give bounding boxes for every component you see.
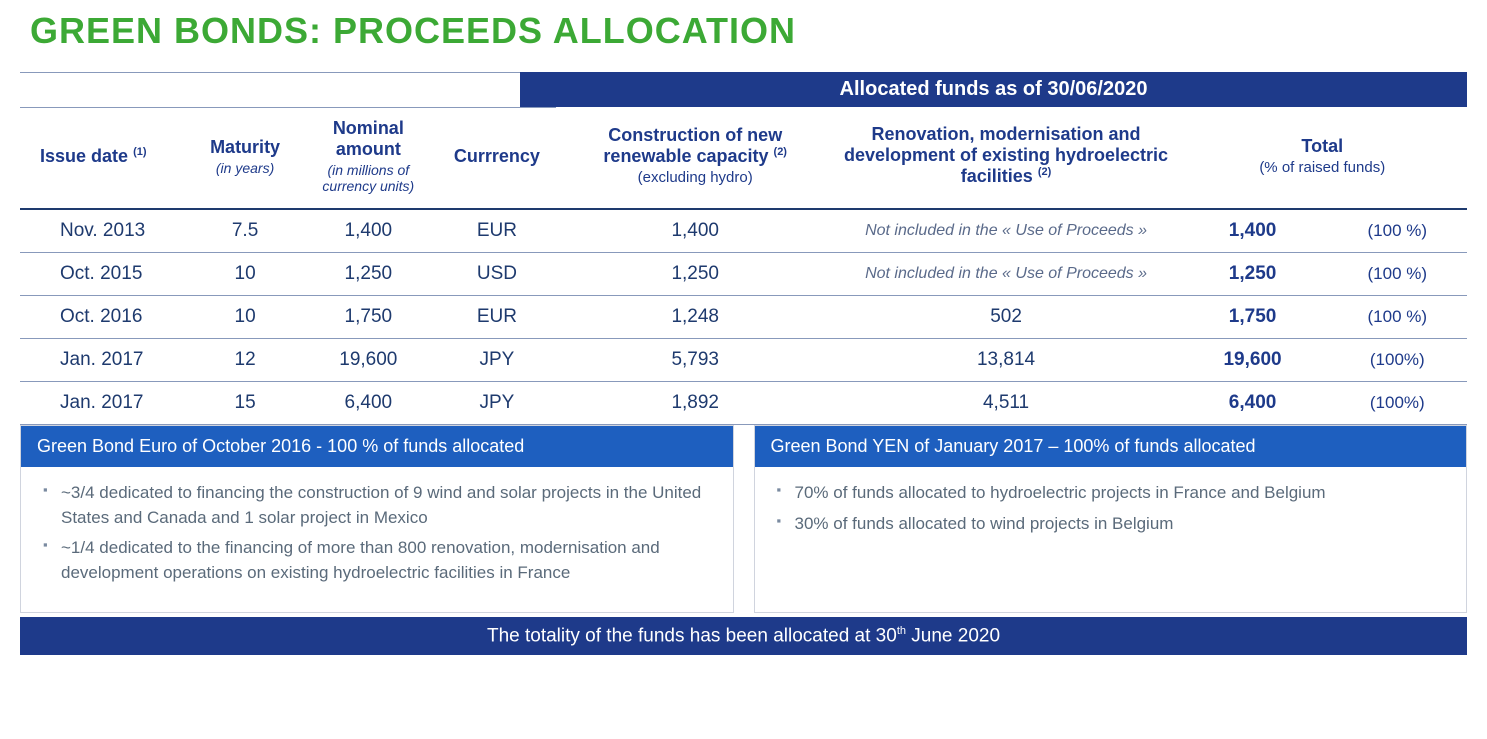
col-currency-label: Currrency [454,146,540,166]
cell-total: 6,400 [1178,382,1328,425]
col-nominal-sub: (in millions of currency units) [305,162,432,194]
cell-issue: Jan. 2017 [20,339,191,382]
col-issue-sup: (1) [133,146,146,158]
cell-renovation: 4,511 [835,382,1178,425]
col-issue-date: Issue date (1) [20,108,191,210]
col-construction-sub2: (excluding hydro) [562,169,829,186]
footer-bar: The totality of the funds has been alloc… [20,617,1467,655]
cell-currency: EUR [438,296,556,339]
cell-renovation: 13,814 [835,339,1178,382]
cell-total: 1,400 [1178,209,1328,253]
col-issue-label: Issue date [40,146,128,166]
cell-construction: 1,892 [556,382,835,425]
info-boxes: Green Bond Euro of October 2016 - 100 % … [20,425,1467,613]
cell-construction: 1,250 [556,253,835,296]
info-box-header: Green Bond YEN of January 2017 – 100% of… [755,426,1467,467]
cell-total: 1,750 [1178,296,1328,339]
cell-pct: (100 %) [1328,253,1467,296]
footer-text-post: June 2020 [906,625,1000,646]
table-row: Oct. 2016101,750EUR1,2485021,750(100 %) [20,296,1467,339]
cell-issue: Jan. 2017 [20,382,191,425]
cell-nominal: 1,250 [299,253,438,296]
table-row: Nov. 20137.51,400EUR1,400Not included in… [20,209,1467,253]
col-renovation: Renovation, modernisation and developmen… [835,108,1178,210]
cell-renovation: 502 [835,296,1178,339]
table-row: Oct. 2015101,250USD1,250Not included in … [20,253,1467,296]
cell-maturity: 10 [191,253,298,296]
cell-nominal: 6,400 [299,382,438,425]
cell-renovation: Not included in the « Use of Proceeds » [835,209,1178,253]
col-renovation-label: Renovation, modernisation and developmen… [844,124,1168,186]
header-spacer [20,72,520,107]
allocated-funds-header: Allocated funds as of 30/06/2020 [520,72,1467,107]
cell-issue: Oct. 2016 [20,296,191,339]
col-maturity-sub: (in years) [197,160,292,176]
allocated-funds-header-row: Allocated funds as of 30/06/2020 [20,72,1467,107]
cell-nominal: 1,750 [299,296,438,339]
cell-total: 1,250 [1178,253,1328,296]
table-row: Jan. 2017156,400JPY1,8924,5116,400(100%) [20,382,1467,425]
cell-pct: (100 %) [1328,296,1467,339]
info-box: Green Bond Euro of October 2016 - 100 % … [20,425,734,613]
col-total-label: Total [1301,136,1343,156]
info-box-bullet: 70% of funds allocated to hydroelectric … [777,481,1445,506]
page-title: GREEN BONDS: PROCEEDS ALLOCATION [20,10,1467,52]
allocation-table-container: Allocated funds as of 30/06/2020 Issue d… [20,72,1467,655]
cell-maturity: 12 [191,339,298,382]
cell-renovation: Not included in the « Use of Proceeds » [835,253,1178,296]
info-box-list: 70% of funds allocated to hydroelectric … [755,467,1467,562]
cell-currency: USD [438,253,556,296]
cell-currency: JPY [438,339,556,382]
cell-pct: (100%) [1328,382,1467,425]
cell-maturity: 7.5 [191,209,298,253]
col-construction-label: Construction of new renewable capacity [603,125,782,166]
footer-text-sup: th [897,625,906,637]
footer-text-pre: The totality of the funds has been alloc… [487,625,897,646]
cell-maturity: 10 [191,296,298,339]
col-construction-sup: (2) [774,146,787,158]
cell-pct: (100%) [1328,339,1467,382]
info-box-bullet: 30% of funds allocated to wind projects … [777,512,1445,537]
col-currency: Currrency [438,108,556,210]
cell-construction: 1,248 [556,296,835,339]
col-renovation-sup: (2) [1038,166,1051,178]
info-box: Green Bond YEN of January 2017 – 100% of… [754,425,1468,613]
cell-construction: 1,400 [556,209,835,253]
cell-total: 19,600 [1178,339,1328,382]
info-box-list: ~3/4 dedicated to financing the construc… [21,467,733,612]
col-maturity: Maturity (in years) [191,108,298,210]
col-total: Total (% of raised funds) [1178,108,1467,210]
cell-currency: EUR [438,209,556,253]
col-maturity-label: Maturity [210,137,280,157]
info-box-header: Green Bond Euro of October 2016 - 100 % … [21,426,733,467]
cell-issue: Oct. 2015 [20,253,191,296]
col-nominal: Nominal amount (in millions of currency … [299,108,438,210]
cell-currency: JPY [438,382,556,425]
col-construction: Construction of new renewable capacity (… [556,108,835,210]
cell-issue: Nov. 2013 [20,209,191,253]
col-total-sub2: (% of raised funds) [1184,159,1461,176]
cell-nominal: 1,400 [299,209,438,253]
table-row: Jan. 20171219,600JPY5,79313,81419,600(10… [20,339,1467,382]
info-box-bullet: ~1/4 dedicated to the financing of more … [43,536,711,585]
col-nominal-label: Nominal amount [333,118,404,159]
cell-nominal: 19,600 [299,339,438,382]
cell-pct: (100 %) [1328,209,1467,253]
info-box-bullet: ~3/4 dedicated to financing the construc… [43,481,711,530]
allocation-table: Issue date (1) Maturity (in years) Nomin… [20,107,1467,425]
cell-maturity: 15 [191,382,298,425]
cell-construction: 5,793 [556,339,835,382]
